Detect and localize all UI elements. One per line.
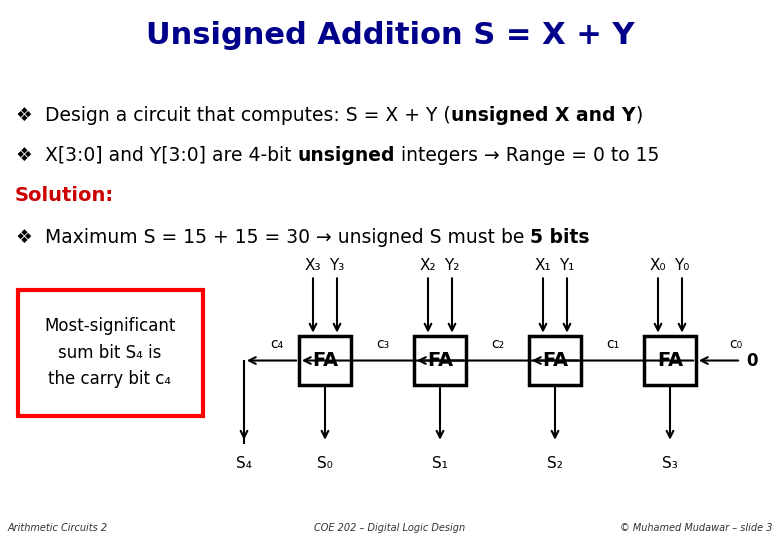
Text: 0: 0 xyxy=(746,352,757,369)
Text: X₃: X₃ xyxy=(305,259,321,273)
Text: 5 bits: 5 bits xyxy=(530,228,590,247)
Text: Maximum S = 15 + 15 = 30 → unsigned S must be: Maximum S = 15 + 15 = 30 → unsigned S mu… xyxy=(45,228,530,247)
Text: ❖: ❖ xyxy=(15,228,32,247)
Text: S₃: S₃ xyxy=(662,456,678,471)
Text: Unsigned Addition S = X + Y: Unsigned Addition S = X + Y xyxy=(146,21,634,50)
Text: Design a circuit that computes: S = X + Y (: Design a circuit that computes: S = X + … xyxy=(45,106,451,125)
Text: FA: FA xyxy=(657,351,683,370)
Text: ): ) xyxy=(635,106,643,125)
Text: unsigned: unsigned xyxy=(297,146,395,165)
Text: unsigned X and Y: unsigned X and Y xyxy=(451,106,635,125)
Text: X₀: X₀ xyxy=(650,259,666,273)
Text: c₁: c₁ xyxy=(606,336,619,350)
Text: Y₁: Y₁ xyxy=(559,259,575,273)
Text: ❖: ❖ xyxy=(15,146,32,165)
Text: c₂: c₂ xyxy=(491,336,504,350)
Text: © Muhamed Mudawar – slide 3: © Muhamed Mudawar – slide 3 xyxy=(619,523,772,533)
Text: COE 202 – Digital Logic Design: COE 202 – Digital Logic Design xyxy=(314,523,466,533)
Text: Arithmetic Circuits 2: Arithmetic Circuits 2 xyxy=(8,523,108,533)
Text: X₁: X₁ xyxy=(534,259,551,273)
Text: FA: FA xyxy=(427,351,453,370)
Text: Y₂: Y₂ xyxy=(445,259,459,273)
Text: S₁: S₁ xyxy=(432,456,448,471)
Text: FA: FA xyxy=(542,351,568,370)
Bar xyxy=(18,291,203,416)
Text: ❖: ❖ xyxy=(15,106,32,125)
Text: c₄: c₄ xyxy=(270,336,283,350)
Text: S₄: S₄ xyxy=(236,456,252,471)
Text: integers → Range = 0 to 15: integers → Range = 0 to 15 xyxy=(395,146,659,165)
Text: Solution:: Solution: xyxy=(15,186,114,205)
Bar xyxy=(414,336,466,384)
Text: c₃: c₃ xyxy=(376,336,389,350)
Text: Y₃: Y₃ xyxy=(329,259,345,273)
Bar xyxy=(299,336,351,384)
Text: Y₀: Y₀ xyxy=(675,259,690,273)
Text: S₀: S₀ xyxy=(317,456,333,471)
Text: Most-significant
sum bit S₄ is
the carry bit c₄: Most-significant sum bit S₄ is the carry… xyxy=(44,317,176,388)
Text: c₀: c₀ xyxy=(729,336,743,350)
Text: X₂: X₂ xyxy=(420,259,436,273)
Bar xyxy=(529,336,581,384)
Text: FA: FA xyxy=(312,351,338,370)
Text: S₂: S₂ xyxy=(547,456,563,471)
Bar xyxy=(644,336,696,384)
Text: X[3:0] and Y[3:0] are 4-bit: X[3:0] and Y[3:0] are 4-bit xyxy=(45,146,297,165)
